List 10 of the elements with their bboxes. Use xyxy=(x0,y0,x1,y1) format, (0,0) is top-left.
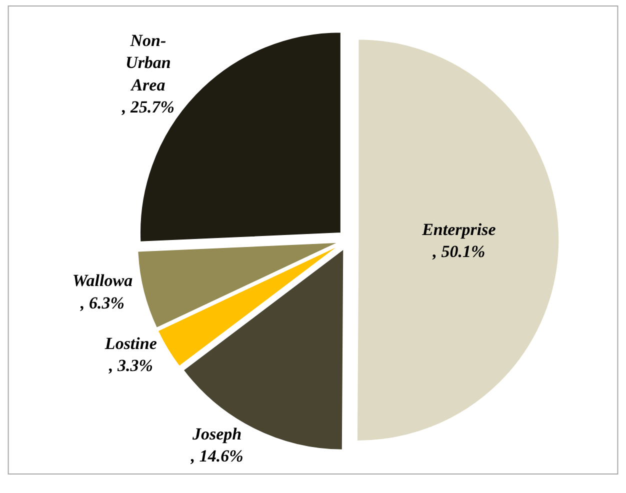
slice-label: Joseph xyxy=(192,424,242,444)
data-label: , 6.3% xyxy=(80,293,124,312)
slice-label: Non-Urban Area xyxy=(126,31,171,94)
slice-label: Enterprise xyxy=(421,220,496,239)
data-label: , 3.3% xyxy=(108,356,153,376)
data-label: , 50.1% xyxy=(432,242,486,261)
slice-label: Lostine xyxy=(104,334,158,354)
data-label: , 25.7% xyxy=(121,97,174,116)
slice-label: Wallowa xyxy=(72,271,134,290)
data-label: , 14.6% xyxy=(190,446,244,466)
